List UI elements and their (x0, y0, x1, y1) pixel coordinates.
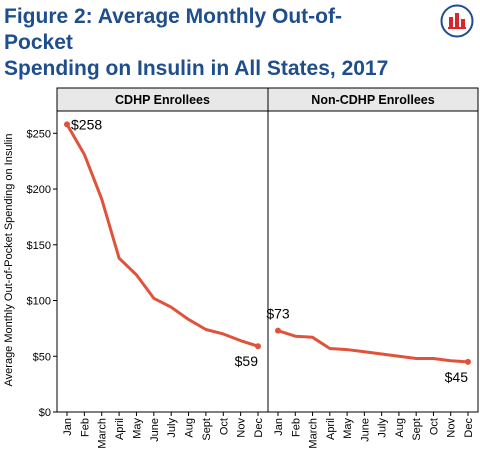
x-tick-label: April (325, 418, 337, 440)
data-label-last: $45 (445, 369, 469, 385)
data-label-first: $258 (71, 116, 102, 132)
y-tick-label: $150 (27, 240, 51, 252)
panel-frame (267, 110, 479, 413)
x-tick-label: March (97, 418, 109, 449)
point-last (255, 343, 261, 350)
data-label-first: $73 (266, 306, 290, 322)
y-tick-label: $200 (27, 184, 51, 196)
x-tick-label: Feb (79, 418, 91, 437)
x-tick-label: Nov (236, 418, 248, 438)
x-tick-label: July (377, 418, 389, 438)
y-tick-label: $0 (39, 407, 51, 419)
x-tick-label: Oct (428, 418, 440, 435)
chart-title-line-1: Figure 2: Average Monthly Out-of-Pocket (4, 5, 342, 54)
panel-1: CDHP Enrollees Jan Feb March April May June Jul… (56, 87, 269, 449)
panel-2: Non-CDHP Enrollees Jan Feb March April May Jun… (266, 87, 479, 449)
x-tick-label: Aug (394, 418, 406, 438)
x-tick-label: April (114, 418, 126, 440)
panel-title: Non-CDHP Enrollees (311, 93, 434, 107)
x-tick-label: Jan (62, 418, 74, 436)
x-tick-label: June (149, 418, 161, 442)
series-line (65, 122, 260, 348)
panel-title: CDHP Enrollees (115, 93, 210, 107)
x-tick-label: Dec (463, 418, 475, 438)
point-first (275, 327, 281, 334)
logo (440, 4, 474, 43)
x-tick-label: Sept (411, 418, 423, 441)
x-tick-label: Jan (273, 418, 285, 436)
x-tick-label: March (308, 418, 320, 449)
x-tick-label: Oct (218, 418, 230, 435)
x-tick-label: Feb (290, 418, 302, 437)
y-tick-label: $100 (27, 296, 51, 308)
chart-title: Figure 2: Average Monthly Out-of-Pocket … (4, 4, 404, 82)
y-tick-label: $250 (27, 128, 51, 140)
point-first (64, 121, 70, 128)
x-tick-label: Nov (446, 418, 458, 438)
x-tick-label: Sept (201, 418, 213, 441)
chart-title-line-2: Spending on Insulin in All States, 2017 (4, 57, 389, 80)
x-tick-label: June (359, 418, 371, 442)
x-tick-label: May (342, 418, 354, 439)
series-line (276, 329, 470, 364)
y-tick-label: $50 (33, 351, 51, 363)
x-tick-label: Dec (253, 418, 265, 438)
point-last (465, 358, 471, 365)
y-axis-label: Average Monthly Out-of-Pocket Spending o… (3, 134, 15, 387)
data-label-last: $59 (235, 353, 259, 369)
x-tick-label: Aug (184, 418, 196, 438)
x-tick-label: July (166, 418, 178, 438)
x-tick-label: May (131, 418, 143, 439)
